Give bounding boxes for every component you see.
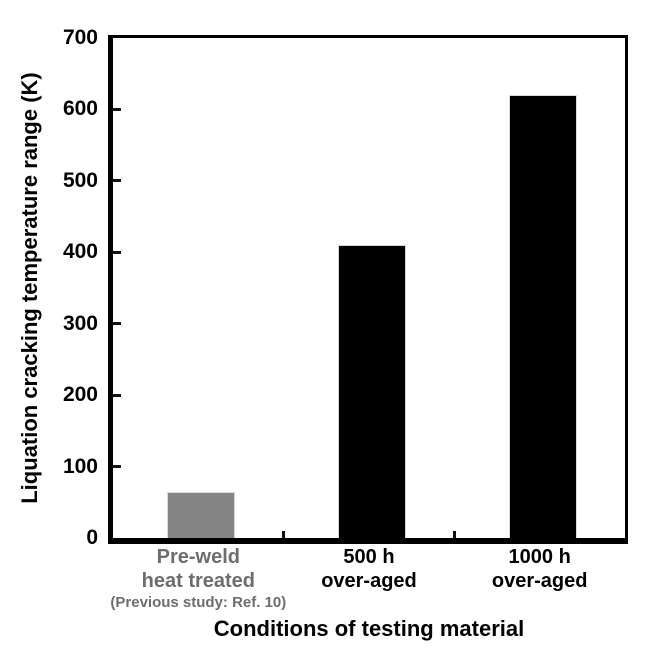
y-tick-labels: 0 100 200 300 400 500 600 700 bbox=[0, 0, 98, 660]
x-category-label-line: 1000 h bbox=[508, 546, 571, 568]
bar-pre-weld-heat-treated bbox=[167, 491, 236, 538]
y-tick-label-300: 300 bbox=[62, 311, 98, 335]
x-category-label-line: Pre-weld bbox=[156, 546, 240, 568]
x-category-label-1000h-over-aged: 1000 h over-aged bbox=[454, 545, 625, 593]
x-tick-boundary-2 bbox=[452, 531, 456, 538]
y-tick-label-500: 500 bbox=[62, 168, 98, 192]
x-category-note: (Previous study: Ref. 10) bbox=[110, 594, 287, 611]
y-tick-label-400: 400 bbox=[62, 240, 98, 264]
x-category-labels: Pre-weld heat treated (Previous study: Ref… bbox=[110, 545, 625, 615]
y-tick-300 bbox=[113, 322, 121, 326]
x-category-label-500h-over-aged: 500 h over-aged bbox=[284, 545, 455, 593]
x-category-label-pre-weld-heat-treated: Pre-weld heat treated (Previous study: Ref… bbox=[110, 545, 287, 612]
y-tick-label-100: 100 bbox=[62, 454, 98, 478]
plot-area bbox=[113, 38, 625, 538]
x-category-label-line: 500 h bbox=[343, 546, 395, 568]
x-category-label-line: heat treated bbox=[141, 570, 256, 592]
y-tick-100 bbox=[113, 465, 121, 469]
bar-1000h-over-aged bbox=[508, 95, 577, 538]
y-tick-400 bbox=[113, 250, 121, 254]
y-tick-600 bbox=[113, 107, 121, 111]
y-tick-label-700: 700 bbox=[62, 26, 98, 49]
y-tick-label-0: 0 bbox=[86, 526, 98, 549]
y-tick-label-600: 600 bbox=[62, 97, 98, 121]
bar-500h-over-aged bbox=[338, 245, 406, 538]
y-tick-200 bbox=[113, 393, 121, 397]
y-tick-500 bbox=[113, 179, 121, 183]
y-tick-label-200: 200 bbox=[62, 383, 98, 407]
x-category-label-line: over-aged bbox=[491, 570, 588, 592]
x-axis-title: Conditions of testing material bbox=[213, 616, 525, 641]
x-category-label-line: over-aged bbox=[321, 570, 417, 592]
x-tick-boundary-1 bbox=[282, 531, 286, 538]
